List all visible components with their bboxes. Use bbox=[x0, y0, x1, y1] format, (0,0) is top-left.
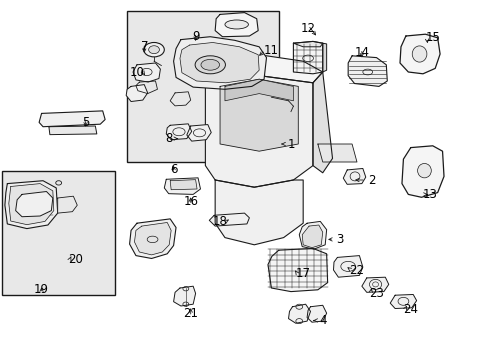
Text: 9: 9 bbox=[191, 30, 199, 42]
Polygon shape bbox=[317, 144, 356, 162]
Text: 11: 11 bbox=[264, 44, 278, 57]
Polygon shape bbox=[306, 305, 326, 322]
Polygon shape bbox=[5, 181, 58, 229]
Polygon shape bbox=[9, 184, 54, 225]
Polygon shape bbox=[164, 178, 200, 194]
Polygon shape bbox=[205, 76, 312, 187]
Text: 18: 18 bbox=[212, 215, 227, 228]
Polygon shape bbox=[39, 111, 105, 127]
Polygon shape bbox=[401, 146, 443, 197]
Polygon shape bbox=[389, 294, 416, 309]
Polygon shape bbox=[220, 79, 298, 151]
Ellipse shape bbox=[417, 163, 430, 178]
Polygon shape bbox=[224, 79, 293, 101]
Polygon shape bbox=[312, 72, 332, 173]
Text: 22: 22 bbox=[349, 264, 364, 276]
Polygon shape bbox=[129, 219, 176, 258]
Polygon shape bbox=[322, 43, 326, 72]
Ellipse shape bbox=[148, 46, 159, 54]
Text: 23: 23 bbox=[368, 287, 383, 300]
Text: 8: 8 bbox=[164, 132, 172, 145]
Bar bbox=[2, 171, 115, 295]
Polygon shape bbox=[133, 63, 160, 82]
Text: 3: 3 bbox=[335, 233, 343, 246]
Polygon shape bbox=[134, 222, 171, 255]
Ellipse shape bbox=[143, 42, 164, 57]
Polygon shape bbox=[293, 41, 322, 47]
Text: 24: 24 bbox=[403, 303, 417, 316]
Text: 7: 7 bbox=[140, 40, 148, 53]
Text: 2: 2 bbox=[367, 174, 375, 186]
Polygon shape bbox=[170, 180, 197, 190]
Text: 13: 13 bbox=[422, 188, 437, 201]
Polygon shape bbox=[49, 126, 97, 135]
Polygon shape bbox=[186, 125, 211, 141]
Text: 17: 17 bbox=[295, 267, 310, 280]
Polygon shape bbox=[173, 37, 266, 89]
Text: 12: 12 bbox=[300, 22, 315, 35]
Text: 1: 1 bbox=[286, 138, 294, 150]
Text: 20: 20 bbox=[68, 253, 83, 266]
Text: 5: 5 bbox=[81, 116, 89, 129]
Polygon shape bbox=[215, 13, 258, 37]
Polygon shape bbox=[267, 248, 327, 292]
Polygon shape bbox=[361, 277, 388, 292]
Bar bbox=[127, 11, 278, 162]
Polygon shape bbox=[126, 85, 147, 102]
Ellipse shape bbox=[411, 46, 426, 62]
Polygon shape bbox=[16, 192, 53, 217]
Polygon shape bbox=[399, 34, 439, 74]
Polygon shape bbox=[173, 286, 195, 306]
Polygon shape bbox=[343, 168, 365, 184]
Polygon shape bbox=[170, 92, 190, 106]
Text: 10: 10 bbox=[129, 66, 144, 78]
Text: 4: 4 bbox=[318, 314, 326, 327]
Polygon shape bbox=[136, 81, 157, 94]
Text: 14: 14 bbox=[354, 46, 368, 59]
Text: 19: 19 bbox=[34, 283, 49, 296]
Polygon shape bbox=[293, 41, 322, 74]
Polygon shape bbox=[205, 54, 322, 83]
Polygon shape bbox=[209, 213, 249, 226]
Polygon shape bbox=[180, 42, 259, 83]
Polygon shape bbox=[215, 180, 303, 245]
Polygon shape bbox=[333, 256, 362, 277]
Text: 15: 15 bbox=[425, 31, 439, 44]
Polygon shape bbox=[302, 225, 322, 248]
Polygon shape bbox=[347, 56, 386, 86]
Text: 21: 21 bbox=[183, 307, 198, 320]
Ellipse shape bbox=[224, 20, 248, 29]
Text: 6: 6 bbox=[169, 163, 177, 176]
Polygon shape bbox=[299, 221, 326, 249]
Text: 16: 16 bbox=[183, 195, 198, 208]
Polygon shape bbox=[58, 196, 77, 213]
Polygon shape bbox=[288, 304, 310, 323]
Ellipse shape bbox=[195, 56, 225, 74]
Ellipse shape bbox=[201, 59, 219, 70]
Polygon shape bbox=[166, 124, 191, 140]
